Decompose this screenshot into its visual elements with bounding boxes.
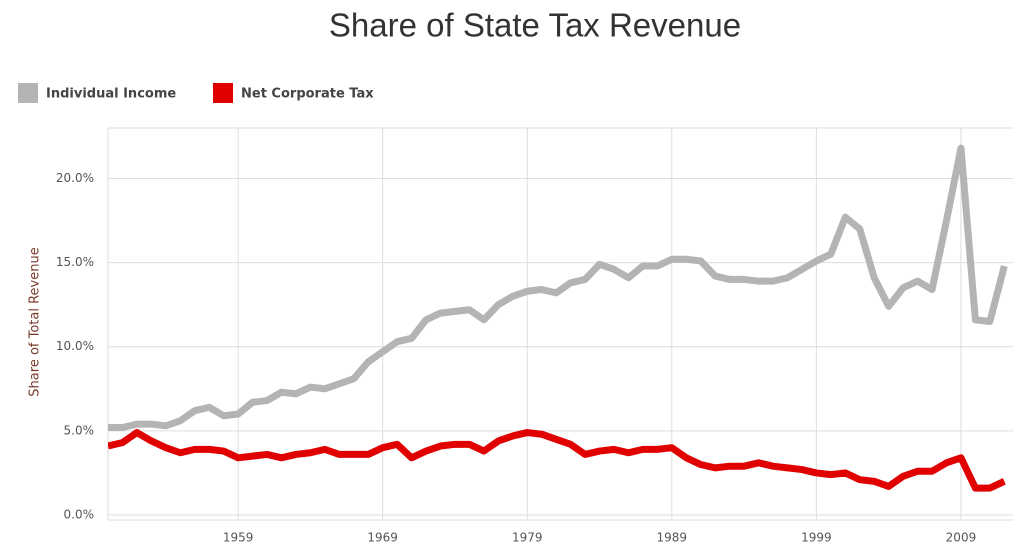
y-axis-label: Share of Total Revenue xyxy=(28,247,43,396)
y-tick-label: 15.0% xyxy=(56,255,94,269)
y-tick-label: 0.0% xyxy=(64,508,95,522)
x-tick-label: 1959 xyxy=(223,531,254,545)
x-tick-label: 1979 xyxy=(512,531,543,545)
x-tick-label: 2009 xyxy=(946,531,977,545)
chart-title: Share of State Tax Revenue xyxy=(329,7,741,44)
y-tick-label: 5.0% xyxy=(64,423,95,437)
x-tick-label: 1989 xyxy=(657,531,688,545)
legend-label: Net Corporate Tax xyxy=(241,87,374,102)
x-tick-label: 1999 xyxy=(801,531,832,545)
data-line xyxy=(108,429,1006,492)
y-tick-label: 20.0% xyxy=(56,171,94,185)
legend-swatch xyxy=(213,83,233,103)
x-tick-label: 1969 xyxy=(367,531,398,545)
data-line xyxy=(108,144,1008,432)
legend-label: Individual Income xyxy=(46,87,176,102)
legend-swatch xyxy=(18,83,38,103)
y-tick-label: 10.0% xyxy=(56,339,94,353)
